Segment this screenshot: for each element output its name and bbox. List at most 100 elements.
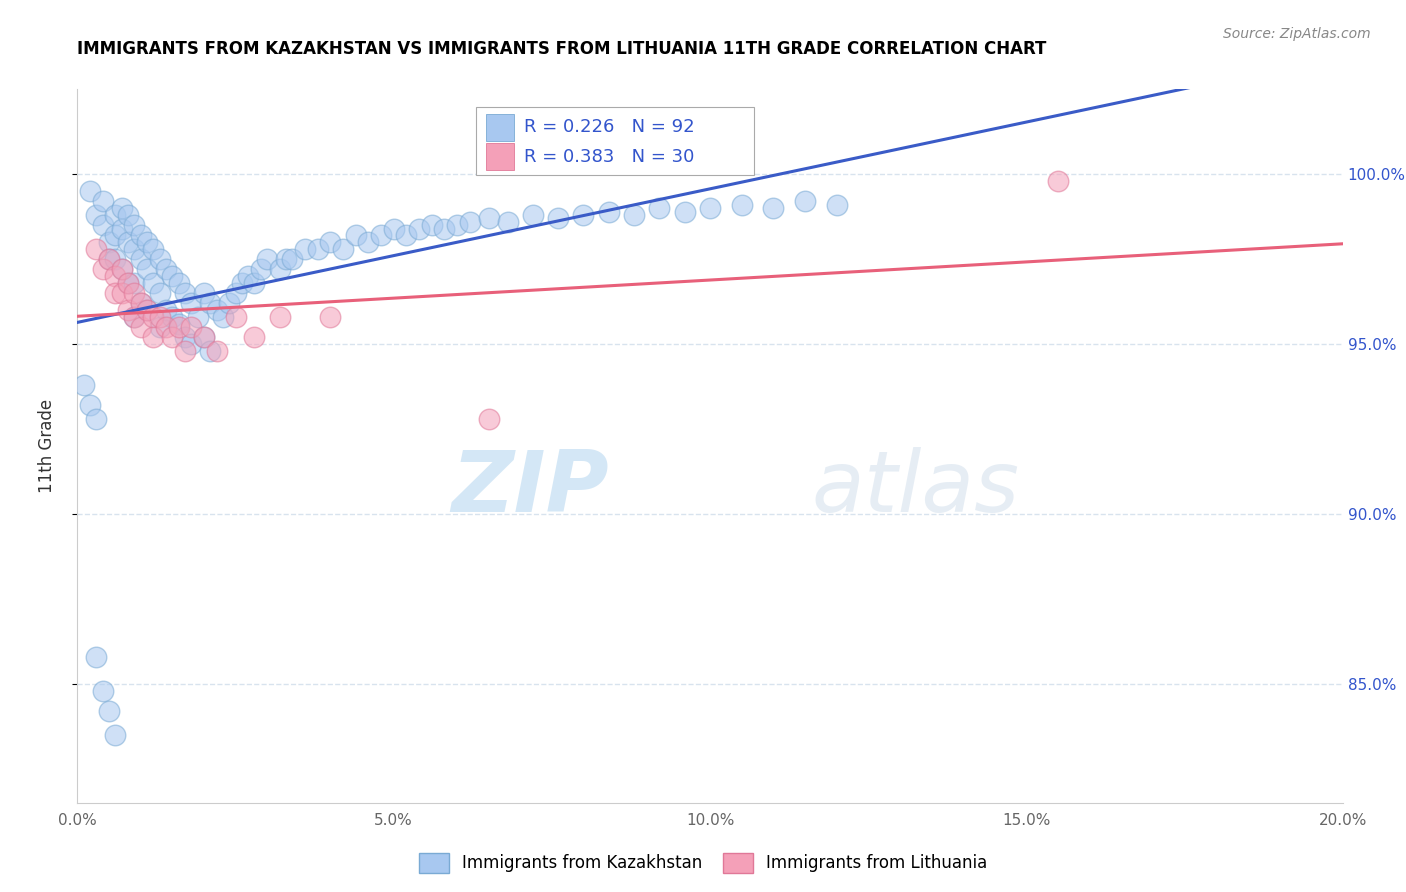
Point bbox=[225, 310, 247, 324]
Point bbox=[332, 242, 354, 256]
FancyBboxPatch shape bbox=[486, 143, 515, 169]
Point bbox=[117, 276, 139, 290]
Point bbox=[648, 201, 671, 215]
Point bbox=[200, 296, 222, 310]
Point bbox=[86, 649, 108, 664]
Point bbox=[149, 310, 172, 324]
Point bbox=[149, 286, 172, 301]
Point bbox=[269, 310, 291, 324]
Point bbox=[91, 262, 114, 277]
Point bbox=[225, 286, 247, 301]
Point bbox=[433, 221, 456, 235]
Point bbox=[104, 228, 127, 243]
Point bbox=[319, 235, 342, 249]
Text: ZIP: ZIP bbox=[451, 447, 609, 531]
Point bbox=[129, 296, 152, 310]
Point bbox=[104, 286, 127, 301]
Point bbox=[446, 218, 468, 232]
Point bbox=[294, 242, 316, 256]
Point bbox=[73, 377, 96, 392]
Point bbox=[187, 310, 209, 324]
Point bbox=[104, 252, 127, 266]
Point bbox=[218, 296, 240, 310]
Point bbox=[155, 320, 177, 334]
Point bbox=[762, 201, 785, 215]
Point bbox=[98, 235, 120, 249]
Point bbox=[111, 262, 132, 277]
Point bbox=[129, 228, 152, 243]
Point bbox=[104, 728, 127, 742]
Point bbox=[825, 198, 848, 212]
Point bbox=[243, 276, 266, 290]
Point bbox=[117, 276, 139, 290]
Point bbox=[136, 262, 159, 277]
Point bbox=[256, 252, 278, 266]
Point bbox=[193, 330, 215, 344]
Point bbox=[149, 320, 172, 334]
Point bbox=[129, 296, 152, 310]
Point bbox=[205, 343, 228, 358]
Point bbox=[162, 330, 183, 344]
Point bbox=[180, 320, 202, 334]
Point bbox=[79, 184, 101, 198]
Point bbox=[238, 269, 260, 284]
Point bbox=[129, 252, 152, 266]
Point bbox=[124, 218, 146, 232]
Point bbox=[104, 269, 127, 284]
Point bbox=[180, 337, 202, 351]
Point bbox=[174, 343, 197, 358]
Point bbox=[98, 252, 120, 266]
Point bbox=[155, 262, 177, 277]
Point bbox=[142, 242, 165, 256]
Point bbox=[124, 286, 146, 301]
Point bbox=[111, 221, 132, 235]
Point bbox=[281, 252, 304, 266]
Point bbox=[174, 286, 197, 301]
Point bbox=[142, 310, 165, 324]
FancyBboxPatch shape bbox=[486, 114, 515, 141]
Point bbox=[458, 215, 481, 229]
Point bbox=[547, 211, 569, 226]
Point bbox=[149, 252, 172, 266]
Point bbox=[167, 320, 190, 334]
Point bbox=[731, 198, 754, 212]
Point bbox=[162, 310, 183, 324]
Point bbox=[382, 221, 405, 235]
Text: IMMIGRANTS FROM KAZAKHSTAN VS IMMIGRANTS FROM LITHUANIA 11TH GRADE CORRELATION C: IMMIGRANTS FROM KAZAKHSTAN VS IMMIGRANTS… bbox=[77, 40, 1046, 58]
Point bbox=[699, 201, 721, 215]
Point bbox=[79, 398, 101, 412]
Point bbox=[193, 330, 215, 344]
Point bbox=[180, 296, 202, 310]
Point bbox=[307, 242, 329, 256]
Point bbox=[243, 330, 266, 344]
Point bbox=[167, 317, 190, 331]
Point bbox=[212, 310, 235, 324]
Point bbox=[91, 194, 114, 209]
Point bbox=[142, 276, 165, 290]
Point bbox=[370, 228, 392, 243]
Text: atlas: atlas bbox=[811, 447, 1019, 531]
Point bbox=[167, 276, 190, 290]
Point bbox=[522, 208, 544, 222]
Point bbox=[124, 242, 146, 256]
Point bbox=[395, 228, 418, 243]
FancyBboxPatch shape bbox=[477, 107, 755, 175]
Point bbox=[200, 343, 222, 358]
Text: R = 0.383   N = 30: R = 0.383 N = 30 bbox=[524, 148, 695, 166]
Y-axis label: 11th Grade: 11th Grade bbox=[38, 399, 56, 493]
Point bbox=[98, 252, 120, 266]
Point bbox=[408, 221, 430, 235]
Point bbox=[124, 310, 146, 324]
Point bbox=[136, 303, 159, 318]
Point bbox=[136, 303, 159, 318]
Point bbox=[276, 252, 298, 266]
Point bbox=[496, 215, 519, 229]
Point bbox=[111, 286, 132, 301]
Point bbox=[420, 218, 443, 232]
Point bbox=[250, 262, 273, 277]
Point bbox=[598, 204, 620, 219]
Point bbox=[344, 228, 367, 243]
Point bbox=[205, 303, 228, 318]
Point bbox=[104, 208, 127, 222]
Point bbox=[193, 286, 215, 301]
